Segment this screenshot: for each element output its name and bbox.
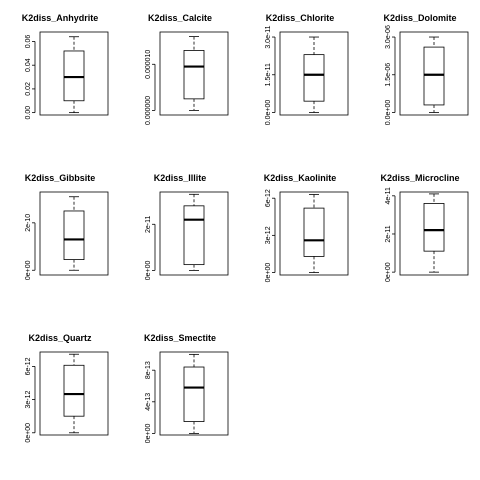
boxplot-panel: K2diss_Gibbsite 0e+00 2e-10 [0,160,120,320]
y-tick-label: 3e-12 [25,391,32,409]
plot-frame [159,191,229,276]
iqr-box [303,207,325,257]
y-tick-label: 2e-11 [385,225,392,242]
y-tick-label: 6e-12 [25,357,32,375]
y-tick-label: 0.02 [25,82,32,96]
y-tick-label: 0.0e+00 [385,100,392,126]
y-tick-label: 4e-11 [385,187,392,204]
y-tick-label: 3e-12 [265,226,272,244]
y-tick-label: 1.5e-11 [265,63,272,86]
y-tick-label: 0.0e+00 [265,100,272,126]
y-tick-label: 0e+00 [265,263,272,283]
plot-frame [159,31,229,116]
panel-title: K2diss_Illite [153,173,207,183]
y-tick-label: 3.0e-11 [265,25,272,48]
iqr-box [183,50,205,100]
boxplot-plot: 0.00 0.02 0.04 0.06 [25,31,109,120]
panel-title: K2diss_Anhydrite [21,13,99,23]
panel-title: K2diss_Chlorite [265,13,335,23]
plot-frame [279,191,349,276]
y-tick-label: 0e+00 [145,260,152,280]
plot-frame [399,191,469,276]
boxplot-panel: K2diss_Chlorite 0.0e+00 1.5e-11 3.0e-11 [240,0,360,160]
boxplot-plot: 0.0e+00 1.5e-11 3.0e-11 [265,25,349,126]
boxplot-panel: K2diss_Quartz 0e+00 3e-12 6e-12 [0,320,120,480]
panel-title: K2diss_Quartz [28,333,92,343]
iqr-box [63,364,85,417]
iqr-box [63,50,85,102]
panel-title: K2diss_Smectite [143,333,217,343]
y-tick-label: 0.000010 [145,50,152,79]
panel-title: K2diss_Gibbsite [24,173,96,183]
plot-frame [399,31,469,116]
iqr-box [183,205,205,266]
boxplot-panel: K2diss_Kaolinite 0e+00 3e-12 6e-12 [240,160,360,320]
panel-title: K2diss_Calcite [147,13,213,23]
y-tick-label: 2e-10 [25,214,32,232]
y-tick-label: 0e+00 [145,423,152,443]
boxplot-plot: 0e+00 4e-13 8e-13 [145,351,229,443]
panel-title: K2diss_Kaolinite [263,173,337,183]
boxplot-panel: K2diss_Calcite 0.000000 0.000010 [120,0,240,160]
panel-title: K2diss_Microcline [380,173,460,183]
plot-frame [159,351,229,436]
y-tick-label: 2e-11 [145,215,152,232]
y-tick-label: 8e-13 [145,361,152,379]
y-tick-label: 0.000000 [145,96,152,125]
boxplot-plot: 0.000000 0.000010 [145,31,229,125]
iqr-box [183,366,205,422]
boxplot-panel: K2diss_Illite 0e+00 2e-11 [120,160,240,320]
boxplot-plot: 0e+00 3e-12 6e-12 [265,189,349,283]
plot-frame [39,31,109,116]
iqr-box [63,210,85,260]
y-tick-label: 0e+00 [25,260,32,280]
plot-frame [39,351,109,436]
boxplot-panel: K2diss_Microcline 0e+00 2e-11 4e-11 [360,160,480,320]
y-tick-label: 3.0e-06 [385,25,392,49]
y-tick-label: 0.04 [25,58,32,72]
iqr-box [423,46,445,106]
boxplot-plot: 0e+00 3e-12 6e-12 [25,351,109,443]
boxplot-panel: K2diss_Smectite 0e+00 4e-13 8e-13 [120,320,240,480]
boxplot-plot: 0e+00 2e-10 [25,191,109,280]
y-tick-label: 6e-12 [265,189,272,207]
boxplot-plot: 0e+00 2e-11 4e-11 [385,187,469,282]
y-tick-label: 4e-13 [145,393,152,411]
iqr-box [423,203,445,252]
boxplot-plot: 0e+00 2e-11 [145,191,229,280]
plot-frame [39,191,109,276]
y-tick-label: 1.5e-06 [385,63,392,87]
iqr-box [303,54,325,102]
y-tick-label: 0.00 [25,106,32,120]
panel-title: K2diss_Dolomite [383,13,457,23]
boxplot-panel: K2diss_Dolomite 0.0e+00 1.5e-06 3.0e-06 [360,0,480,160]
y-tick-label: 0.06 [25,35,32,49]
boxplot-panel: K2diss_Anhydrite 0.00 0.02 0.04 0.06 [0,0,120,160]
y-tick-label: 0e+00 [385,262,392,282]
plot-frame [279,31,349,116]
boxplot-plot: 0.0e+00 1.5e-06 3.0e-06 [385,25,469,126]
y-tick-label: 0e+00 [25,423,32,443]
